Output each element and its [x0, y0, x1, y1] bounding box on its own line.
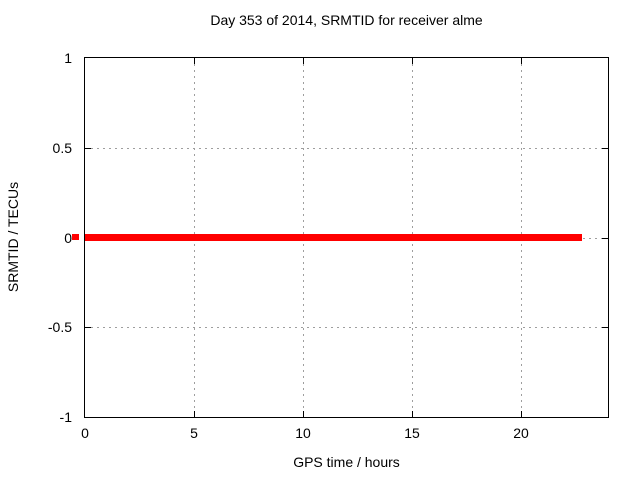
grid-line-horizontal [85, 327, 608, 328]
y-tick-left [85, 148, 91, 149]
x-tick-label: 15 [404, 425, 420, 441]
y-tick-left [85, 327, 91, 328]
x-tick-label: 20 [513, 425, 529, 441]
y-tick-right [602, 148, 608, 149]
x-tick-bottom [521, 411, 522, 417]
plot-area [84, 57, 609, 418]
x-tick-label: 0 [81, 425, 89, 441]
x-tick-bottom [194, 411, 195, 417]
x-tick-top [521, 58, 522, 64]
y-tick-label: 1 [64, 50, 72, 66]
x-axis-label: GPS time / hours [293, 454, 400, 470]
y-tick-label: -0.5 [47, 319, 72, 335]
y-tick-right [602, 238, 608, 239]
grid-line-horizontal [85, 148, 608, 149]
x-tick-bottom [303, 411, 304, 417]
x-tick-top [194, 58, 195, 64]
x-tick-label: 5 [190, 425, 198, 441]
y-tick-label: -1 [59, 409, 72, 425]
x-tick-label: 10 [295, 425, 311, 441]
series-line-srmtid [85, 234, 582, 241]
x-tick-bottom [412, 411, 413, 417]
y-tick-right [602, 327, 608, 328]
y-tick-label: 0.5 [52, 140, 72, 156]
chart-title: Day 353 of 2014, SRMTID for receiver alm… [210, 12, 483, 28]
x-tick-top [412, 58, 413, 64]
red-zero-tick-mark [72, 234, 79, 240]
y-tick-label: 0 [64, 230, 72, 246]
x-tick-top [303, 58, 304, 64]
